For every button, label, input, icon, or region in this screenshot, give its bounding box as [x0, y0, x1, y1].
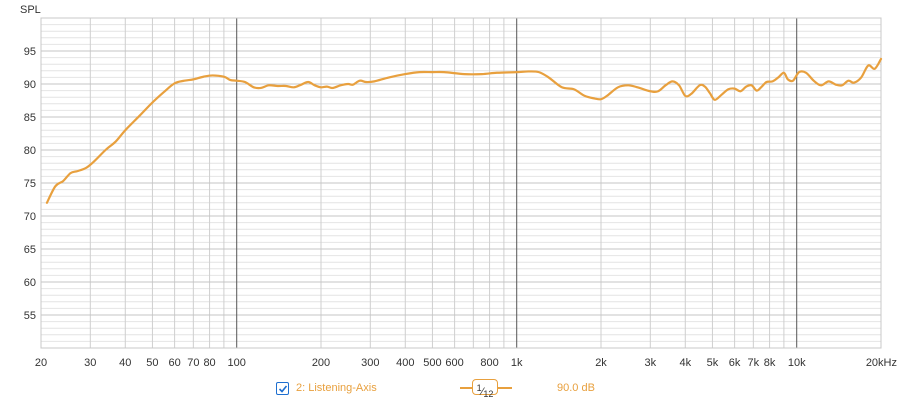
- y-tick-label: 80: [24, 145, 36, 157]
- x-tick-label: 2k: [595, 357, 607, 369]
- minor-grid: [41, 18, 881, 348]
- smoothing-denominator: 12: [483, 389, 494, 399]
- x-tick-label: 800: [480, 357, 498, 369]
- x-tick-label: 7k: [748, 357, 760, 369]
- x-tick-label: 5k: [707, 357, 719, 369]
- x-tick-label: 70: [187, 357, 199, 369]
- x-tick-label: 8k: [764, 357, 776, 369]
- y-tick-label: 95: [24, 46, 36, 58]
- x-tick-label: 1k: [511, 357, 523, 369]
- x-tick-label: 30: [84, 357, 96, 369]
- y-tick-label: 60: [24, 277, 36, 289]
- x-tick-label: 20: [35, 357, 47, 369]
- series-visibility-checkbox[interactable]: [276, 382, 289, 395]
- smoothing-numerator: 1: [476, 383, 482, 393]
- level-readout: 90.0 dB: [557, 382, 595, 394]
- y-axis-title: SPL: [20, 4, 41, 16]
- x-tick-label: 10k: [788, 357, 806, 369]
- checkmark-icon: [278, 385, 288, 393]
- legend-bar: 2: Listening-Axis 1⁄12 90.0 dB: [0, 378, 901, 400]
- smoothing-line-left: [460, 387, 472, 389]
- x-tick-label: 100: [228, 357, 246, 369]
- x-tick-label: 500: [423, 357, 441, 369]
- series-line-listening-axis: [45, 57, 883, 204]
- smoothing-control[interactable]: 1⁄12: [460, 379, 512, 399]
- y-tick-label: 85: [24, 112, 36, 124]
- y-axis-ticks: 55 60 65 70 75 80 85 90 95: [24, 46, 36, 322]
- y-tick-label: 70: [24, 211, 36, 223]
- legend-series-name: 2: Listening-Axis: [296, 382, 377, 394]
- y-tick-label: 75: [24, 178, 36, 190]
- x-tick-label: 80: [203, 357, 215, 369]
- x-tick-label: 20kHz: [866, 357, 897, 369]
- x-tick-label: 3k: [644, 357, 656, 369]
- smoothing-line-right: [498, 387, 512, 389]
- x-tick-label: 400: [396, 357, 414, 369]
- x-tick-label: 300: [361, 357, 379, 369]
- x-tick-label: 60: [168, 357, 180, 369]
- x-tick-label: 4k: [679, 357, 691, 369]
- x-axis-ticks: 20 30 40 50 60 70 80 100 200 300 400 500 600 800 1k 2k 3…: [35, 357, 897, 369]
- frequency-response-chart: 55 60 65 70 75 80 85 90 95 20 30 40 50 60 70 80 100 200 3…: [20, 4, 897, 369]
- y-tick-label: 55: [24, 310, 36, 322]
- x-tick-label: 6k: [729, 357, 741, 369]
- y-tick-label: 90: [24, 79, 36, 91]
- x-tick-label: 200: [312, 357, 330, 369]
- x-tick-label: 40: [119, 357, 131, 369]
- major-grid: [41, 18, 881, 348]
- x-tick-label: 50: [146, 357, 158, 369]
- x-tick-label: 600: [445, 357, 463, 369]
- plot-frame: [40, 17, 882, 349]
- smoothing-button[interactable]: 1⁄12: [472, 379, 498, 399]
- y-tick-label: 65: [24, 244, 36, 256]
